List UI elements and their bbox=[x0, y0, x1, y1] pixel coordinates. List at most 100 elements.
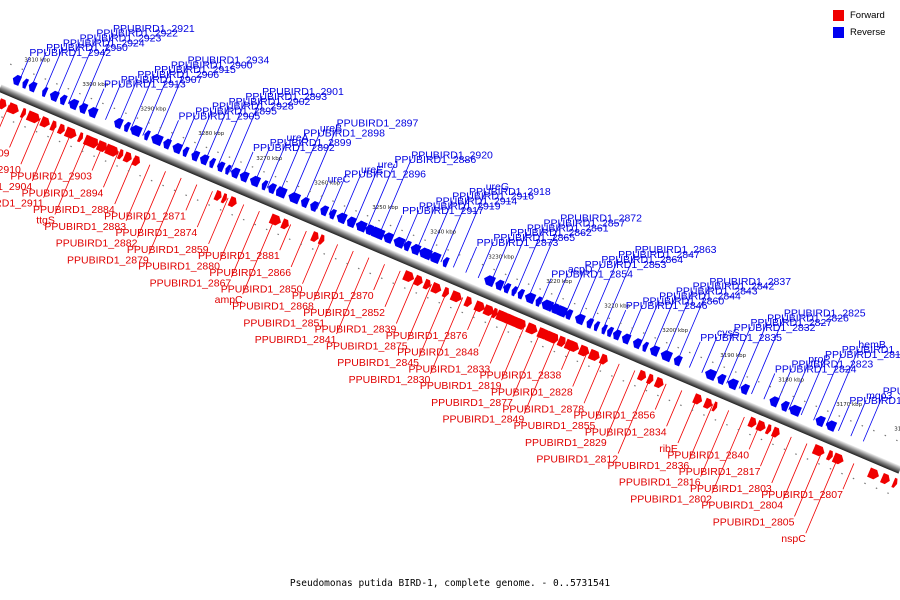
reverse-gene bbox=[261, 180, 269, 191]
leader-line bbox=[726, 327, 751, 384]
reverse-gene-label: PPUBIRD1_2901 bbox=[262, 86, 344, 98]
reverse-gene-label: PPUBIRD1_2864 bbox=[601, 254, 683, 266]
reverse-gene bbox=[277, 187, 288, 199]
forward-gene bbox=[29, 111, 40, 124]
reverse-gene bbox=[565, 309, 574, 320]
forward-gene-label: PPUBIRD1_2868 bbox=[232, 300, 314, 312]
reverse-gene-label: PPUBIRD1_2842 bbox=[693, 281, 775, 293]
forward-gene bbox=[449, 290, 462, 303]
reverse-gene bbox=[503, 282, 512, 294]
tick-label: 3180 kbp bbox=[778, 377, 804, 383]
reverse-gene-label: PPUBIRD1_2815 bbox=[825, 349, 900, 361]
forward-gene bbox=[430, 282, 442, 294]
forward-gene-label: PPUBIRD1_2903 bbox=[10, 171, 92, 183]
leader-line bbox=[428, 200, 453, 257]
leader-line bbox=[196, 191, 213, 228]
reverse-gene bbox=[124, 121, 132, 133]
leader-line bbox=[290, 230, 307, 268]
forward-gene bbox=[76, 132, 84, 143]
leader-line bbox=[595, 363, 620, 421]
leader-line bbox=[664, 290, 693, 358]
leader-line bbox=[564, 268, 586, 315]
tick-label: 3240 kbp bbox=[430, 230, 456, 236]
leader-line bbox=[502, 232, 528, 289]
reverse-gene bbox=[607, 326, 615, 338]
forward-gene-label: PPUBIRD1_2833 bbox=[408, 363, 490, 375]
reverse-gene bbox=[217, 161, 226, 173]
forward-gene-label: PPUBIRD1_2883 bbox=[44, 221, 126, 233]
forward-gene bbox=[131, 155, 141, 167]
forward-gene bbox=[422, 278, 431, 290]
leader-line bbox=[583, 357, 604, 404]
reverse-gene-label: PPUBIRD1_2825 bbox=[784, 308, 866, 320]
reverse-gene bbox=[673, 355, 683, 367]
reverse-gene bbox=[574, 313, 586, 326]
forward-gene bbox=[116, 149, 124, 160]
forward-gene bbox=[711, 401, 718, 412]
reverse-gene-label: PPUBIRD1_2896 bbox=[344, 169, 426, 181]
leader-line bbox=[291, 132, 321, 199]
reverse-gene bbox=[199, 154, 210, 166]
reverse-gene bbox=[740, 383, 751, 395]
leader-line bbox=[378, 159, 412, 236]
genome-caption: Pseudomonas putida BIRD-1, complete geno… bbox=[289, 578, 611, 589]
reverse-gene-label: PPUBIRD1_2832 bbox=[734, 322, 816, 334]
reverse-gene bbox=[769, 396, 780, 408]
reverse-gene bbox=[225, 164, 232, 175]
forward-gene bbox=[590, 349, 600, 362]
reverse-gene bbox=[393, 236, 406, 249]
reverse-gene bbox=[182, 146, 190, 158]
tick-label: 3290 kbp bbox=[140, 107, 166, 113]
forward-gene-label: PPUBIRD1_2848 bbox=[397, 347, 479, 359]
reverse-gene-label: PPUBIRD1_2854 bbox=[551, 269, 633, 281]
reverse-gene bbox=[586, 318, 595, 329]
leader-line bbox=[850, 400, 867, 437]
forward-gene bbox=[867, 467, 879, 480]
leader-line bbox=[336, 257, 370, 335]
leader-line bbox=[242, 217, 276, 295]
reverse-gene bbox=[68, 98, 80, 111]
forward-gene bbox=[220, 193, 227, 204]
leader-line bbox=[651, 295, 677, 352]
leader-line bbox=[688, 403, 714, 461]
leader-line bbox=[266, 142, 287, 189]
leader-line bbox=[602, 254, 636, 331]
leader-line bbox=[407, 284, 432, 341]
leader-line bbox=[313, 244, 339, 301]
reverse-gene-label: PPUBIRD1_2934 bbox=[188, 54, 270, 66]
reverse-gene bbox=[151, 133, 164, 147]
reverse-gene bbox=[727, 378, 739, 391]
genome-backbone bbox=[0, 63, 900, 495]
leader-line bbox=[654, 383, 667, 410]
leader-line bbox=[477, 241, 494, 279]
forward-gene bbox=[6, 102, 19, 115]
reverse-gene bbox=[22, 78, 30, 89]
leader-line bbox=[129, 73, 155, 131]
forward-gene-label: PPUBIRD1_2882 bbox=[56, 238, 138, 250]
forward-gene bbox=[482, 304, 495, 316]
leader-line bbox=[279, 137, 304, 194]
reverse-gene-label: PPUBIRD1_2895 bbox=[195, 105, 277, 117]
leader-line bbox=[0, 104, 10, 128]
forward-gene bbox=[495, 309, 505, 321]
forward-gene-label: PPUBIRD1_2879 bbox=[67, 254, 149, 266]
leader-line bbox=[341, 173, 362, 221]
leader-line bbox=[204, 105, 230, 163]
leader-line bbox=[440, 195, 470, 263]
reverse-gene bbox=[357, 220, 364, 231]
tick-label: 3270 kbp bbox=[256, 156, 282, 162]
leader-line bbox=[589, 258, 619, 326]
reverse-gene bbox=[239, 171, 250, 183]
forward-gene-label: PPUBIRD1_2875 bbox=[326, 340, 408, 352]
forward-gene bbox=[63, 126, 77, 139]
forward-gene bbox=[402, 270, 415, 283]
forward-gene bbox=[513, 317, 525, 329]
reverse-gene-label: PPUBIRD1_2808 bbox=[883, 385, 900, 397]
forward-gene bbox=[95, 140, 105, 151]
reverse-gene bbox=[79, 103, 89, 115]
reverse-gene bbox=[49, 90, 60, 102]
tick-label: 3200 kbp bbox=[662, 328, 688, 334]
forward-gene-label: PPUBIRD1_2803 bbox=[690, 483, 772, 495]
forward-gene-label: PPUBIRD1_2870 bbox=[292, 290, 374, 302]
forward-gene-label: PPUBIRD1_2850 bbox=[221, 284, 303, 296]
